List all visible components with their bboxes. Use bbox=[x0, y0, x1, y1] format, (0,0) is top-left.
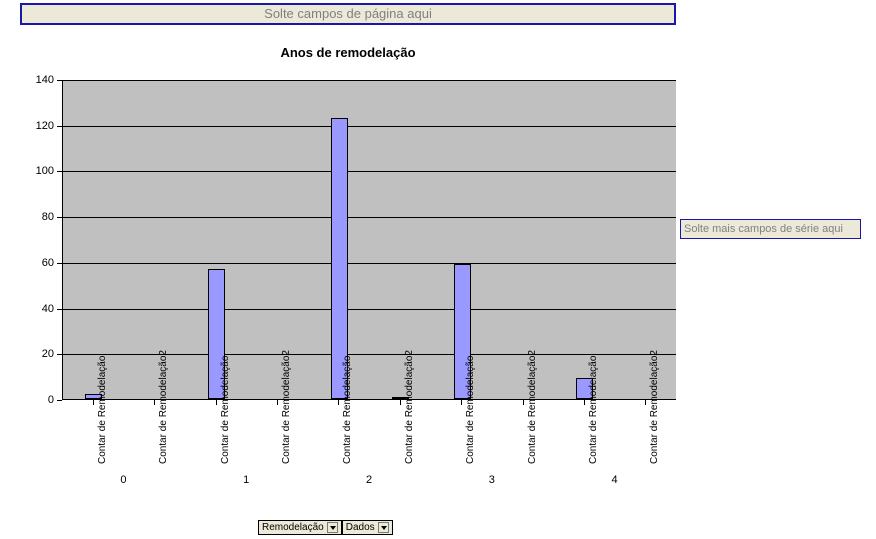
x-category-label: Contar de Remodelação bbox=[465, 356, 476, 464]
y-tick-label: 120 bbox=[36, 120, 54, 132]
chart-title: Anos de remodelação bbox=[20, 45, 676, 60]
field-button-label: Dados bbox=[346, 522, 375, 533]
x-group-label: 0 bbox=[103, 474, 143, 486]
gridline bbox=[63, 126, 676, 127]
gridline bbox=[63, 354, 676, 355]
gridline bbox=[63, 309, 676, 310]
field-button-remodelacao[interactable]: Remodelação bbox=[258, 520, 342, 535]
y-tick-label: 140 bbox=[36, 74, 54, 86]
series-field-dropzone[interactable]: Solte mais campos de série aqui bbox=[680, 219, 861, 239]
x-tick-mark bbox=[645, 400, 646, 405]
y-tick-label: 40 bbox=[42, 303, 54, 315]
y-tick-label: 60 bbox=[42, 257, 54, 269]
field-button-label: Remodelação bbox=[262, 522, 324, 533]
gridline bbox=[63, 80, 676, 81]
field-buttons-bar: Remodelação Dados bbox=[258, 520, 393, 535]
dropdown-arrow-icon[interactable] bbox=[378, 522, 389, 533]
x-group-label: 3 bbox=[472, 474, 512, 486]
x-category-label: Contar de Remodelação2 bbox=[527, 350, 538, 464]
gridline bbox=[63, 263, 676, 264]
dropdown-arrow-icon[interactable] bbox=[327, 522, 338, 533]
gridline bbox=[63, 217, 676, 218]
field-button-dados[interactable]: Dados bbox=[342, 520, 393, 535]
x-category-label: Contar de Remodelação2 bbox=[404, 350, 415, 464]
x-tick-mark bbox=[154, 400, 155, 405]
chart-plot-container: 020406080100120140 bbox=[20, 80, 676, 400]
x-axis: Contar de RemodelaçãoContar de Remodelaç… bbox=[62, 402, 676, 492]
x-category-label: Contar de Remodelação bbox=[220, 356, 231, 464]
x-group-label: 2 bbox=[349, 474, 389, 486]
gridline bbox=[63, 171, 676, 172]
x-category-label: Contar de Remodelação bbox=[342, 356, 353, 464]
y-tick-mark bbox=[57, 400, 62, 401]
x-category-label: Contar de Remodelação2 bbox=[649, 350, 660, 464]
x-category-label: Contar de Remodelação2 bbox=[158, 350, 169, 464]
y-tick-label: 20 bbox=[42, 348, 54, 360]
x-category-label: Contar de Remodelação bbox=[588, 356, 599, 464]
x-category-label: Contar de Remodelação bbox=[97, 356, 108, 464]
x-group-label: 1 bbox=[226, 474, 266, 486]
y-tick-label: 100 bbox=[36, 165, 54, 177]
x-tick-mark bbox=[461, 400, 462, 405]
y-axis: 020406080100120140 bbox=[20, 80, 62, 400]
x-tick-mark bbox=[523, 400, 524, 405]
plot-area bbox=[62, 80, 676, 400]
x-group-label: 4 bbox=[595, 474, 635, 486]
page-field-dropzone[interactable]: Solte campos de página aqui bbox=[20, 3, 676, 25]
x-tick-mark bbox=[400, 400, 401, 405]
x-category-label: Contar de Remodelação2 bbox=[281, 350, 292, 464]
x-tick-mark bbox=[277, 400, 278, 405]
y-tick-label: 80 bbox=[42, 211, 54, 223]
x-tick-mark bbox=[216, 400, 217, 405]
x-tick-mark bbox=[584, 400, 585, 405]
x-tick-mark bbox=[93, 400, 94, 405]
x-tick-mark bbox=[338, 400, 339, 405]
y-tick-label: 0 bbox=[48, 394, 54, 406]
